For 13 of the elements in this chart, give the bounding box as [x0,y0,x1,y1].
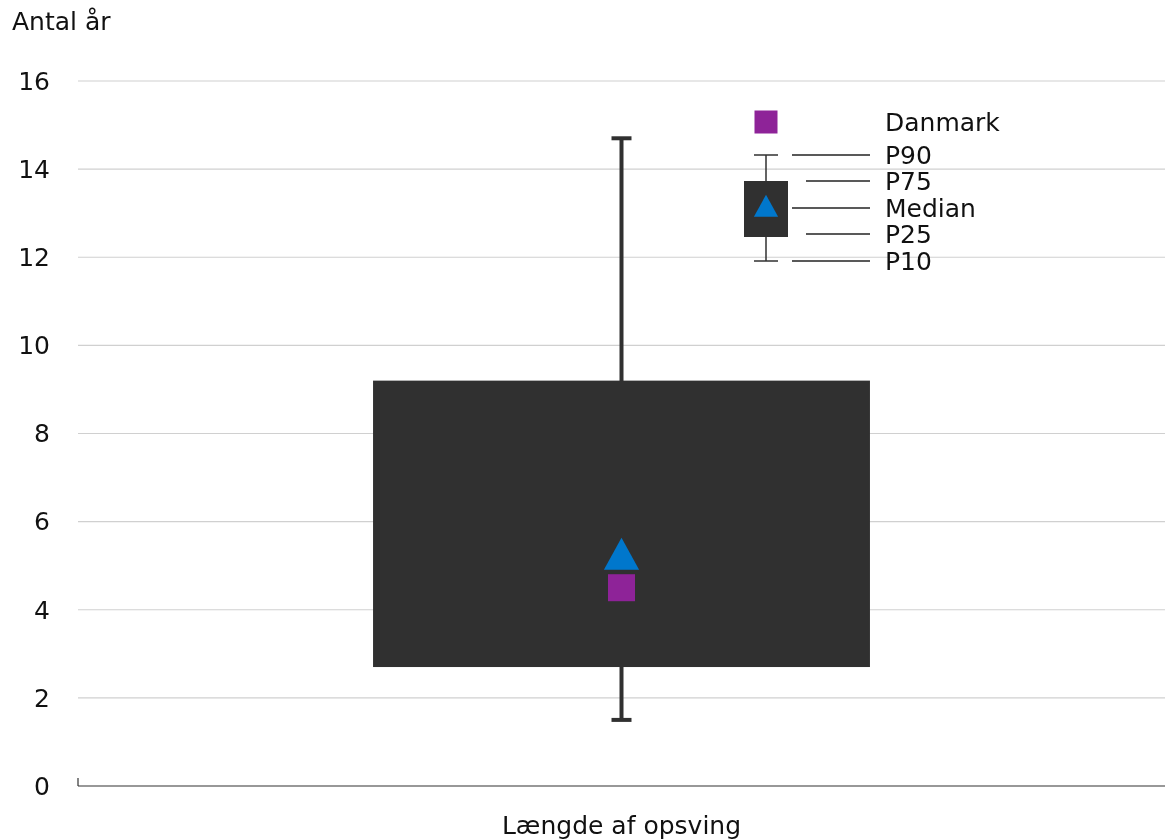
y-tick-label: 6 [34,507,50,537]
y-tick-label: 2 [34,683,50,713]
y-tick-label: 8 [34,419,50,449]
y-tick-label: 16 [18,66,50,96]
y-axis-title: Antal år [12,7,112,36]
y-tick-label: 0 [34,771,50,801]
annotation: P10 [885,246,932,276]
x-tick-label: Længde af opsving [501,811,742,840]
text: Danmark [885,107,1001,137]
y-tick-label: 10 [18,331,50,361]
y-tick-label: 12 [18,243,50,272]
y-tick-label: 14 [18,154,50,184]
y-tick-label: 4 [34,595,50,625]
